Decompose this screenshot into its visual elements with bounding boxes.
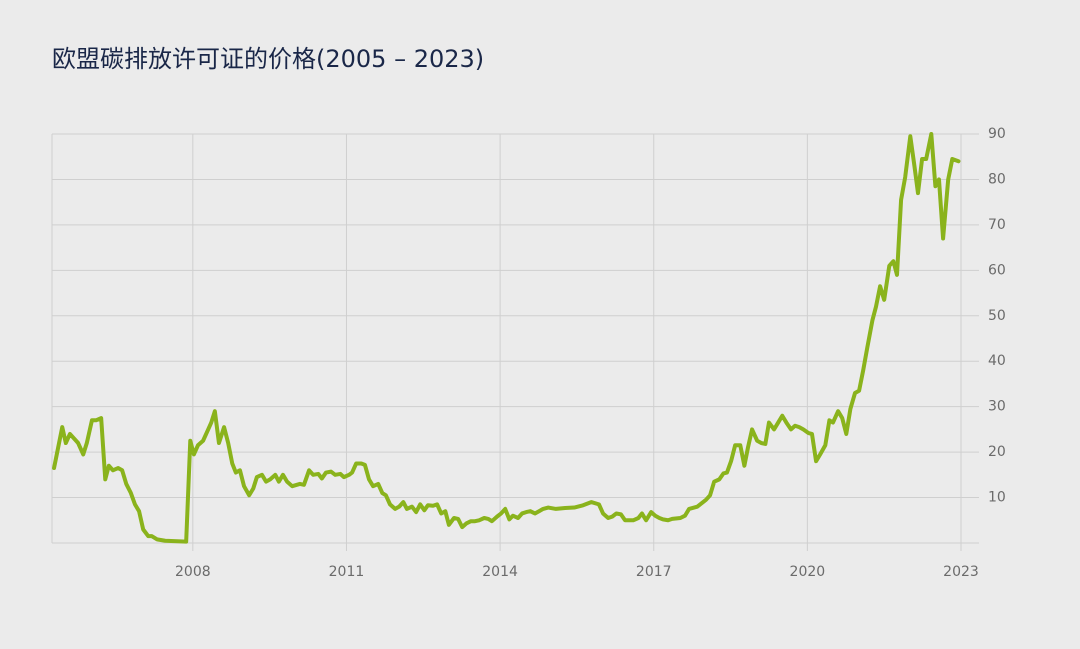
x-tick-label: 2020: [790, 564, 826, 580]
y-tick-label: 40: [988, 353, 1006, 369]
y-tick-label: 90: [988, 126, 1006, 142]
chart-title: 欧盟碳排放许可证的价格(2005 – 2023): [52, 45, 484, 73]
y-tick-label: 10: [988, 490, 1006, 506]
x-tick-label: 2014: [482, 564, 518, 580]
y-tick-label: 50: [988, 308, 1006, 324]
x-tick-label: 2017: [636, 564, 672, 580]
x-tick-label: 2023: [943, 564, 979, 580]
price-line: [52, 132, 961, 544]
x-tick-label: 2008: [175, 564, 211, 580]
x-tick-label: 2011: [329, 564, 365, 580]
y-tick-label: 60: [988, 262, 1006, 278]
y-tick-label: 30: [988, 399, 1006, 415]
y-tick-label: 70: [988, 217, 1006, 233]
y-tick-label: 80: [988, 171, 1006, 187]
y-tick-label: 20: [988, 444, 1006, 460]
